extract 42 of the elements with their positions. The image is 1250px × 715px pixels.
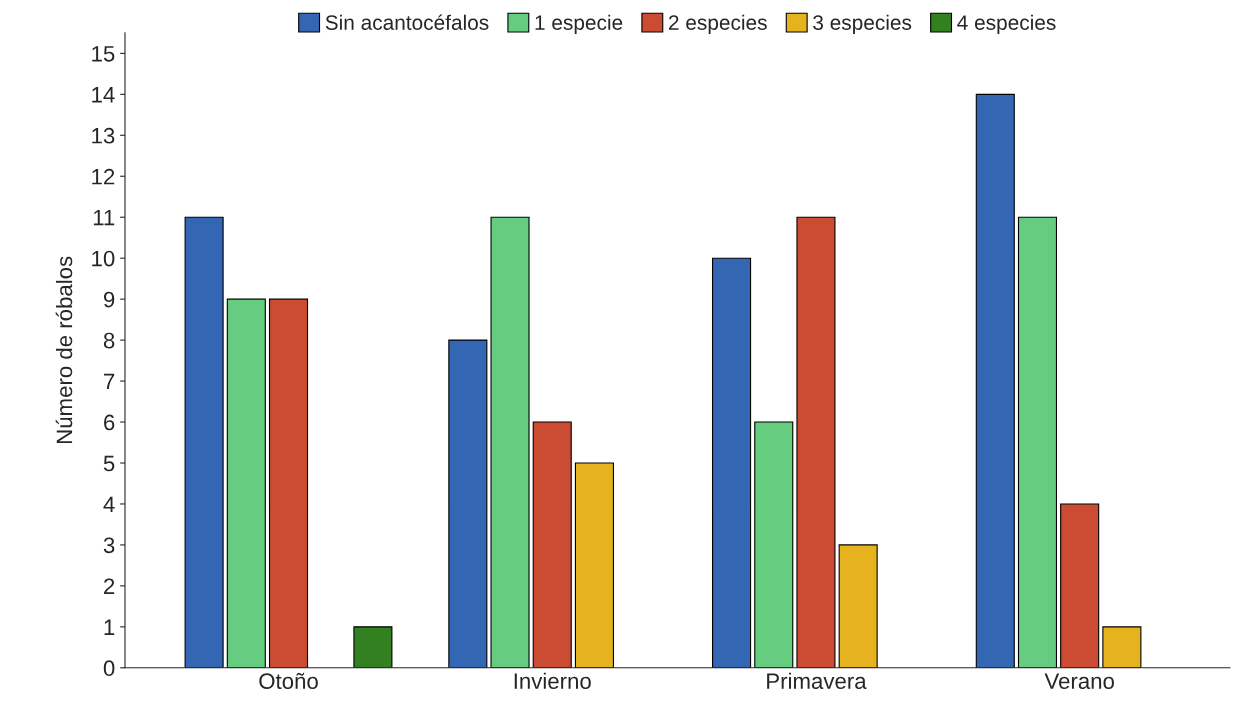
y-tick-label: 2 [104,578,115,594]
y-tick-label: 14 [92,87,115,103]
y-tick-label: 12 [92,168,115,185]
x-tick-label: Verano [1044,673,1114,689]
bar [574,462,614,668]
bar [1017,216,1058,668]
y-axis-title: Número de róbalos [55,256,73,444]
bar [532,421,572,668]
bar [712,257,752,668]
y-tick-label: 13 [92,127,115,144]
bar [226,298,266,668]
x-tick-label: Otoño [259,672,318,689]
y-tick-label: 4 [103,496,115,513]
y-tick-label: 11 [93,209,115,226]
bar [975,93,1015,668]
y-tick-label: 3 [103,537,115,554]
y-tick-label: 7 [104,373,115,390]
x-tick-label: Primavera [767,672,867,689]
legend-label: Sin acantocéfalos [325,14,489,30]
legend-label: 4 especies [957,14,1056,35]
y-tick-label: 9 [103,291,115,308]
x-tick-label: Invierno [514,672,591,689]
y-tick-label: 8 [103,332,115,349]
bar [184,216,224,668]
y-tick-label: 5 [103,455,115,472]
bar [268,298,309,668]
y-tick-label: 15 [92,46,115,62]
bar [754,421,794,668]
y-tick-label: 6 [104,414,115,431]
legend-label: 3 especies [813,14,912,35]
bar [448,339,488,668]
bar [838,544,878,668]
y-tick-label: 1 [104,619,115,635]
bar [796,216,836,668]
legend-label: 2 especies [668,14,767,35]
bar [1060,503,1100,668]
bar [490,216,530,668]
bar [353,626,393,668]
y-tick-label: 10 [92,250,115,267]
legend-label: 1 especie [535,14,623,35]
bar [1102,626,1142,668]
y-tick-label: 0 [103,660,115,677]
